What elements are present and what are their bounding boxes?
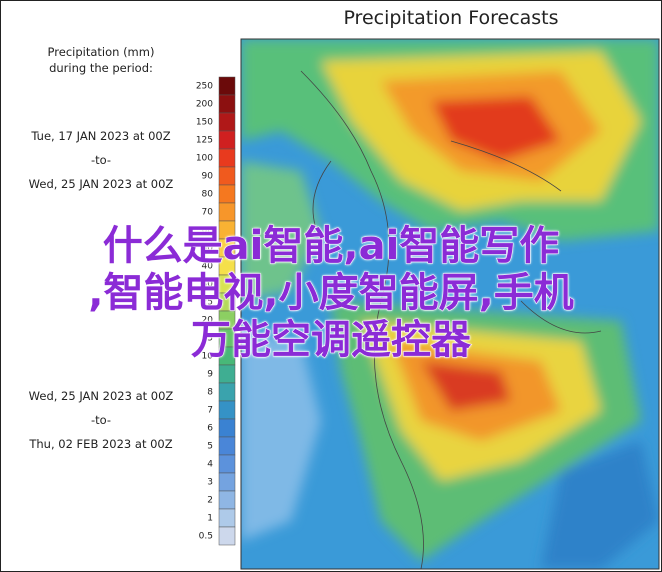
color-bar-label: 100	[196, 154, 213, 164]
color-bar-label: 6	[207, 424, 213, 434]
overlay-line: 什么是ai智能,ai智能写作	[102, 223, 560, 270]
color-bar-label: 4	[207, 460, 213, 470]
period-to: -to-	[90, 413, 112, 427]
color-bar-cell	[218, 184, 236, 204]
color-bar-label: 150	[196, 118, 213, 128]
color-bar-label: 40	[202, 262, 214, 272]
map	[241, 39, 659, 569]
color-bar-label: 60	[202, 226, 214, 236]
color-bar-label: 8	[207, 388, 213, 398]
overlay-line: 万能空调遥控器	[191, 317, 472, 364]
color-bar-label: 80	[202, 190, 214, 200]
color-bar-label: 5	[207, 442, 213, 452]
period-start: Tue, 17 JAN 2023 at 00Z	[31, 129, 171, 143]
overlay-line: ,智能电视,小度智能屏,手机	[88, 270, 575, 317]
color-bar-label: 20	[202, 316, 214, 326]
color-bar-label: 50	[202, 244, 214, 254]
color-bar-cell	[218, 418, 236, 438]
period-to: -to-	[90, 153, 112, 167]
color-bar-cell	[218, 526, 236, 546]
color-bar-label: 1	[207, 514, 213, 524]
color-bar-cell	[218, 166, 236, 186]
color-bar-cell	[218, 112, 236, 132]
color-bar-cell	[218, 436, 236, 456]
period-end: Thu, 02 FEB 2023 at 00Z	[29, 437, 173, 451]
color-bar-cell	[218, 382, 236, 402]
color-bar-cell	[218, 130, 236, 150]
period-end: Wed, 25 JAN 2023 at 00Z	[28, 177, 174, 191]
map-title: Precipitation Forecasts	[343, 7, 559, 29]
legend-title: Precipitation (mm)	[47, 45, 155, 59]
color-bar-cell	[218, 202, 236, 222]
color-bar-cell	[218, 364, 236, 384]
color-bar-label: 200	[196, 100, 213, 110]
color-bar-label: 3	[207, 478, 213, 488]
color-bar-label: 125	[196, 136, 213, 146]
color-bar-cell	[218, 472, 236, 492]
color-bar-label: 90	[202, 172, 214, 182]
color-bar-cell	[218, 490, 236, 510]
color-bar-label: 0.5	[199, 532, 213, 542]
legend-title: during the period:	[49, 61, 153, 75]
overlay-text: 什么是ai智能,ai智能写作 ,智能电视,小度智能屏,手机 万能空调遥控器	[1, 223, 661, 364]
color-bar-cell	[218, 454, 236, 474]
color-bar-label: 9	[207, 370, 213, 380]
color-bar-label: 25	[202, 298, 213, 308]
color-bar-label: 30	[202, 280, 214, 290]
period-start: Wed, 25 JAN 2023 at 00Z	[28, 389, 174, 403]
color-bar-cell	[218, 400, 236, 420]
color-bar-label: 15	[202, 334, 213, 344]
color-bar-cell	[218, 508, 236, 528]
color-bar: 2502001501251009080706050403025201510987…	[196, 76, 236, 546]
color-bar-label: 10	[202, 352, 214, 362]
color-bar-label: 70	[202, 208, 214, 218]
color-bar-label: 7	[207, 406, 213, 416]
color-bar-label: 2	[207, 496, 213, 506]
color-bar-cell	[218, 148, 236, 168]
color-bar-label: 250	[196, 82, 213, 92]
color-bar-cell	[218, 94, 236, 114]
color-bar-cell	[218, 76, 236, 96]
